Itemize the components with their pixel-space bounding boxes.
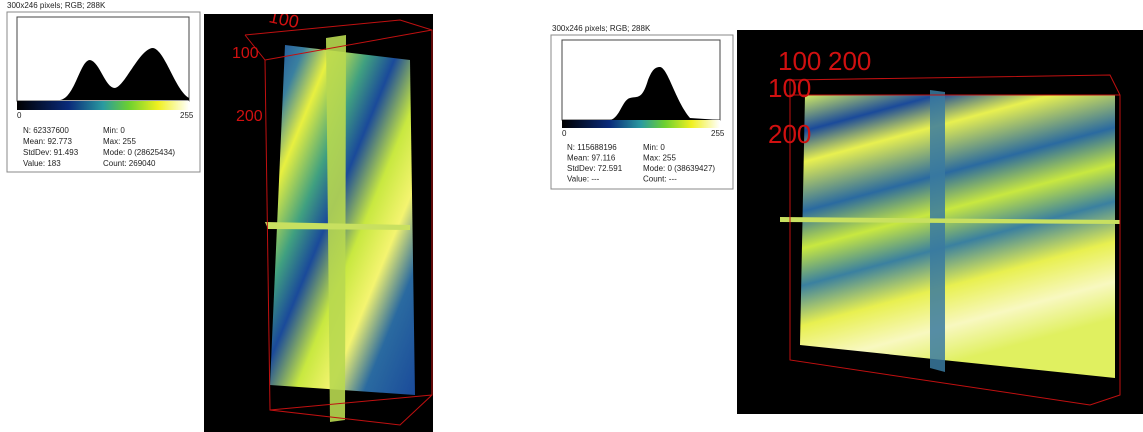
stat-text: Value: --- — [567, 175, 600, 184]
window-header: 300x246 pixels; RGB; 288K — [552, 24, 651, 33]
hist-max-label: 255 — [711, 129, 725, 138]
stat-text: Mode: 0 (28625434) — [103, 148, 175, 157]
vertical-slice — [930, 90, 945, 372]
stat-text: Max: 255 — [643, 154, 676, 163]
stat-text: N: 115688196 — [567, 143, 617, 152]
axis-label: 100 — [768, 73, 811, 103]
stat-text: Mean: 92.773 — [23, 137, 72, 146]
axis-label: 200 — [236, 108, 263, 125]
stat-text: Max: 255 — [103, 137, 136, 146]
axis-label: 100 — [778, 46, 821, 76]
hist-max-label: 255 — [180, 111, 194, 120]
window-header: 300x246 pixels; RGB; 288K — [7, 1, 106, 10]
stat-text: Mean: 97.116 — [567, 154, 616, 163]
stat-text: Mode: 0 (38639427) — [643, 164, 715, 173]
stat-text: StdDev: 91.493 — [23, 148, 79, 157]
axis-label: 200 — [768, 119, 811, 149]
stat-text: Count: --- — [643, 175, 677, 184]
volume-slab — [800, 95, 1115, 378]
screenshot: 300x246 pixels; RGB; 288K 0 255 N: 62337… — [0, 0, 1143, 432]
color-bar — [17, 101, 189, 110]
axis-label: 200 — [828, 46, 871, 76]
stat-text: StdDev: 72.591 — [567, 164, 623, 173]
stat-text: Value: 183 — [23, 159, 61, 168]
stat-text: Min: 0 — [103, 126, 125, 135]
hist-min-label: 0 — [562, 129, 567, 138]
stat-text: Min: 0 — [643, 143, 665, 152]
axis-label: 100 — [232, 45, 259, 62]
color-bar — [562, 120, 720, 128]
hist-min-label: 0 — [17, 111, 22, 120]
stat-text: N: 62337600 — [23, 126, 69, 135]
stat-text: Count: 269040 — [103, 159, 156, 168]
